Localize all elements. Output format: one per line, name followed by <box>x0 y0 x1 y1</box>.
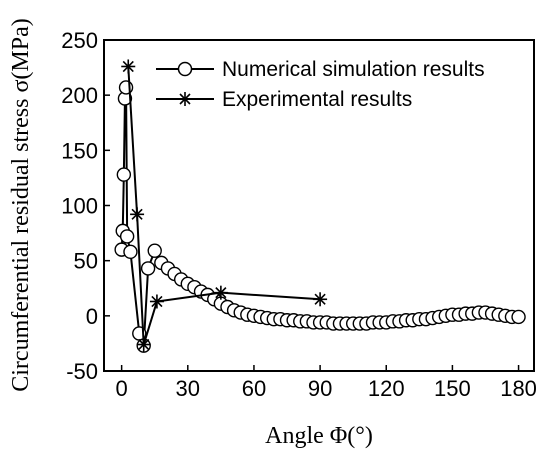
data-point-experimental <box>130 207 145 222</box>
x-tick-label: 90 <box>308 376 332 401</box>
x-tick-label: 0 <box>116 376 128 401</box>
legend-label-numerical: Numerical simulation results <box>222 58 485 81</box>
data-point-numerical <box>116 167 132 182</box>
x-tick-label: 120 <box>368 376 405 401</box>
data-point-experimental <box>136 337 151 352</box>
data-point-experimental <box>313 292 328 307</box>
x-tick-label: 30 <box>176 376 200 401</box>
y-tick-label: 150 <box>61 138 98 163</box>
series-line-1 <box>127 66 321 345</box>
data-point-numerical <box>511 309 526 325</box>
series-layer <box>114 59 526 353</box>
legend-marker-numerical <box>177 61 193 77</box>
legend-marker-experimental <box>178 92 192 106</box>
y-axis-title: Circumferential residual stress σ(MPa) <box>8 18 34 392</box>
data-point-numerical <box>147 243 162 258</box>
data-point-numerical <box>123 244 138 260</box>
data-point-experimental <box>149 294 164 309</box>
axis-ticks: 0 30 60 90 120 150 180 -50 0 50 100 150 200 250 <box>61 28 537 401</box>
series-line-0 <box>120 87 519 346</box>
legend: Numerical simulation results Experimenta… <box>156 58 485 111</box>
x-tick-label: 150 <box>434 376 471 401</box>
y-tick-label: 0 <box>86 304 98 329</box>
data-point-experimental <box>213 285 228 300</box>
y-tick-label: 50 <box>74 249 98 274</box>
data-point-experimental <box>121 59 136 74</box>
y-tick-label: 100 <box>61 194 98 219</box>
legend-label-experimental: Experimental results <box>222 88 412 111</box>
y-tick-label: 200 <box>61 83 98 108</box>
x-tick-label: 60 <box>242 376 266 401</box>
x-tick-label: 180 <box>500 376 537 401</box>
y-tick-label: 250 <box>61 28 98 53</box>
x-axis-title: Angle Φ(°) <box>265 423 373 449</box>
data-point-numerical <box>119 229 135 244</box>
data-point-numerical <box>140 261 156 276</box>
y-tick-label: -50 <box>66 359 98 384</box>
